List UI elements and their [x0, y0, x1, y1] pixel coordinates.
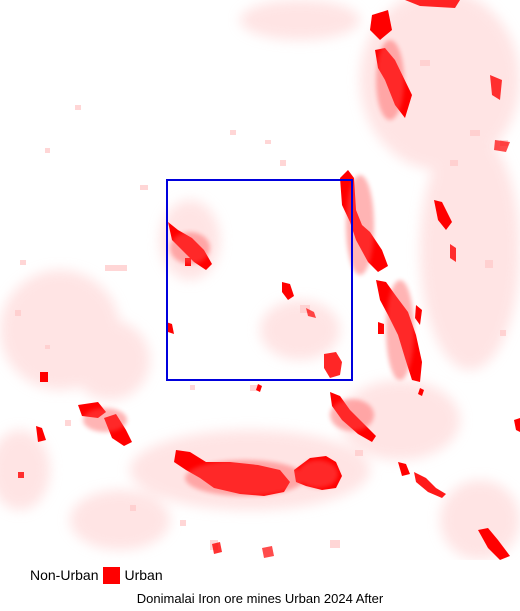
aoi-rectangle — [166, 179, 353, 381]
legend-label-urban: Urban — [124, 567, 163, 583]
urban-patch — [478, 528, 510, 560]
urban-patch — [212, 542, 222, 554]
urban-patch — [398, 462, 410, 476]
urban-patch — [434, 200, 452, 230]
legend-swatch-urban — [103, 566, 121, 584]
urban-patch — [256, 384, 262, 392]
urban-patch — [414, 472, 446, 498]
urban-patch — [378, 322, 384, 334]
urban-patch — [370, 10, 392, 40]
urban-patch — [405, 0, 460, 8]
legend-label-non-urban: Non-Urban — [30, 567, 99, 583]
urban-patch — [18, 472, 24, 478]
urban-patch — [415, 305, 422, 325]
urban-classification-map — [0, 0, 520, 560]
urban-patch — [262, 546, 274, 558]
urban-patch — [490, 75, 502, 100]
urban-patch — [36, 426, 46, 442]
urban-patch — [514, 418, 520, 432]
map-raster — [0, 0, 520, 560]
map-title: Donimalai Iron ore mines Urban 2024 Afte… — [136, 591, 384, 606]
map-legend: Non-Urban Urban — [30, 566, 163, 584]
urban-patch — [40, 372, 48, 382]
urban-patch — [324, 352, 342, 378]
urban-patch — [450, 244, 456, 262]
urban-patch — [282, 282, 294, 300]
urban-patch — [418, 388, 424, 396]
urban-patch — [494, 140, 510, 152]
urban-halo — [83, 40, 414, 496]
urban-patch — [306, 308, 316, 318]
